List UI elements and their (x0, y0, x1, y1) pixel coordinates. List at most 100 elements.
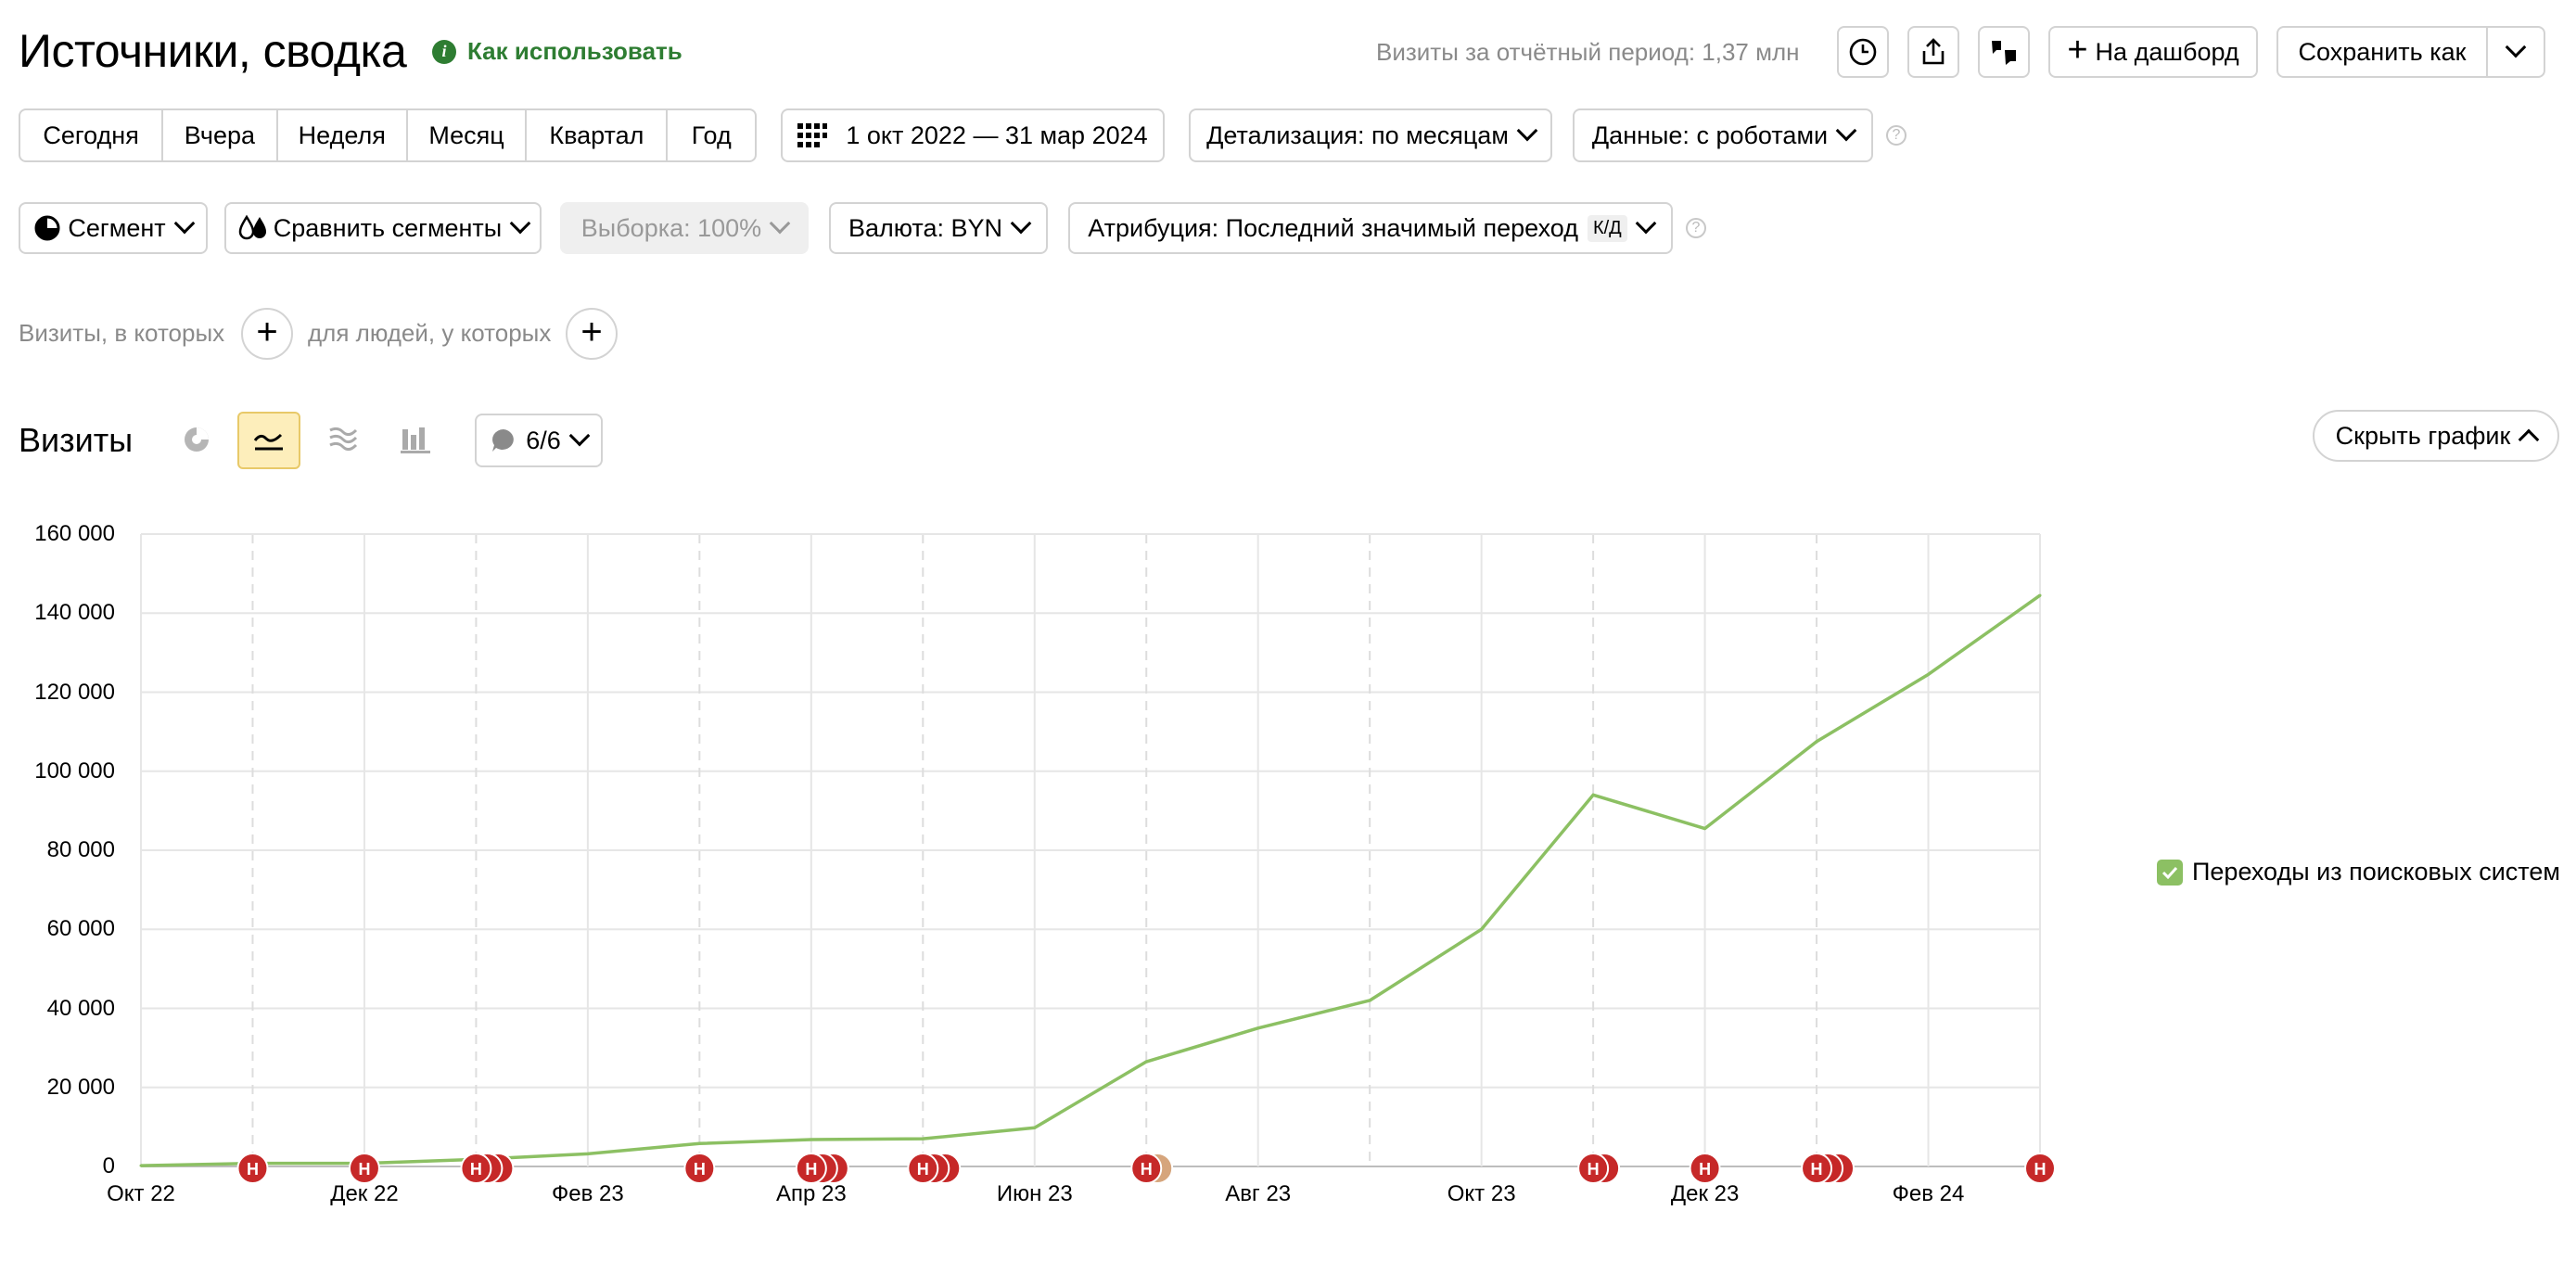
annotation-marker (348, 1153, 380, 1184)
hide-chart-label: Скрыть график (2335, 421, 2511, 450)
data-point (921, 1137, 925, 1140)
chart-title: Визиты (19, 421, 134, 459)
chevron-down-icon (568, 425, 591, 447)
data-point (2038, 593, 2042, 597)
annotation-marker-label: Н (1699, 1160, 1711, 1179)
annotation-marker-label: Н (1811, 1160, 1823, 1179)
save-as-label: Сохранить как (2298, 37, 2467, 66)
pie-chart-toggle[interactable] (174, 412, 219, 467)
data-point (1480, 927, 1484, 931)
data-point (1927, 672, 1931, 676)
save-as-button[interactable]: Сохранить как (2276, 26, 2488, 78)
annotation-marker-label: Н (917, 1160, 929, 1179)
line-chart-toggle[interactable] (237, 412, 300, 469)
tab-today[interactable]: Сегодня (20, 110, 164, 160)
drops-icon (238, 214, 266, 240)
help-icon[interactable]: ? (1886, 125, 1906, 146)
tab-month[interactable]: Месяц (408, 110, 528, 160)
compare-segments-dropdown[interactable]: Сравнить сегменты (224, 202, 542, 254)
segment-dropdown[interactable]: Сегмент (19, 202, 208, 254)
add-people-filter-button[interactable]: + (566, 308, 618, 360)
annotation-marker (683, 1153, 716, 1184)
stacked-area-icon (329, 427, 358, 452)
history-button[interactable] (1837, 26, 1889, 78)
x-tick-label: Апр 23 (775, 1181, 847, 1206)
area-chart-toggle[interactable] (321, 412, 365, 467)
annotation-marker (2024, 1153, 2056, 1184)
data-filter-label: Данные: с роботами (1591, 121, 1829, 149)
data-point (586, 1152, 590, 1155)
info-icon: i (432, 39, 456, 64)
x-tick-label: Дек 22 (330, 1181, 399, 1206)
tab-week[interactable]: Неделя (278, 110, 408, 160)
attribution-dropdown[interactable]: Атрибуция: Последний значимый переход К/… (1068, 202, 1673, 254)
column-chart-toggle[interactable] (393, 412, 438, 467)
how-to-use-label: Как использовать (467, 37, 682, 65)
annotations-count: 6/6 (526, 426, 561, 454)
help-icon[interactable]: ? (1686, 218, 1706, 238)
check-icon (2162, 866, 2178, 879)
x-tick-label: Окт 22 (107, 1181, 175, 1206)
share-button[interactable] (1907, 26, 1959, 78)
segment-label: Сегмент (68, 213, 166, 242)
legend-item[interactable]: Переходы из поисковых систем (2157, 858, 2560, 886)
stacked-columns-icon (401, 427, 430, 453)
save-as-menu-button[interactable] (2486, 26, 2545, 78)
annotation-marker (907, 1153, 939, 1184)
line-chart-icon (253, 433, 283, 451)
hide-chart-button[interactable]: Скрыть график (2313, 410, 2559, 462)
y-tick-label: 80 000 (46, 837, 115, 862)
data-filter-dropdown[interactable]: Данные: с роботами (1573, 108, 1873, 162)
pie-chart-icon (185, 427, 209, 452)
tab-yesterday[interactable]: Вчера (163, 110, 278, 160)
tab-quarter[interactable]: Квартал (527, 110, 669, 160)
annotation-marker (1130, 1153, 1163, 1184)
plus-icon: + (256, 312, 278, 352)
x-tick-label: Дек 23 (1670, 1181, 1740, 1206)
annotation-marker (795, 1153, 827, 1184)
people-filter-label: для людей, у которых (308, 319, 552, 347)
date-range-picker[interactable]: 1 окт 2022 — 31 мар 2024 (781, 108, 1165, 162)
add-to-dashboard-button[interactable]: + На дашборд (2048, 26, 2258, 78)
data-point (1815, 740, 1818, 744)
annotations-dropdown[interactable]: 6/6 (475, 414, 603, 467)
period-tabs: Сегодня Вчера Неделя Месяц Квартал Год (19, 108, 757, 162)
chevron-down-icon (173, 212, 195, 235)
feedback-button[interactable] (1978, 26, 2030, 78)
currency-dropdown[interactable]: Валюта: BYN (829, 202, 1048, 254)
y-tick-label: 60 000 (46, 916, 115, 942)
chevron-up-icon (2519, 428, 2540, 451)
data-point (1368, 999, 1371, 1002)
pie-segment-icon (34, 215, 60, 241)
y-tick-label: 140 000 (34, 600, 115, 626)
visits-filter-label: Визиты, в которых (19, 319, 225, 347)
y-tick-label: 0 (102, 1153, 115, 1179)
data-point (139, 1164, 143, 1167)
chevron-down-icon (769, 212, 791, 235)
clock-icon (1849, 38, 1877, 66)
detail-dropdown[interactable]: Детализация: по месяцам (1189, 108, 1552, 162)
legend-checkbox[interactable] (2157, 859, 2183, 886)
sample-label: Выборка: 100% (580, 213, 762, 242)
x-tick-label: Июн 23 (996, 1181, 1073, 1206)
sample-dropdown: Выборка: 100% (560, 202, 809, 254)
plus-icon: + (580, 312, 603, 352)
attribution-badge: К/Д (1587, 214, 1627, 242)
thumbs-icon (1992, 41, 2016, 65)
detail-label: Детализация: по месяцам (1206, 121, 1509, 149)
x-tick-label: Окт 23 (1447, 1181, 1516, 1206)
how-to-use-link[interactable]: i Как использовать (432, 37, 682, 66)
y-tick-label: 160 000 (34, 521, 115, 546)
annotation-marker-label: Н (247, 1160, 259, 1179)
tab-year[interactable]: Год (691, 121, 732, 149)
data-point (697, 1141, 701, 1145)
data-point (1591, 793, 1595, 796)
chevron-down-icon (1835, 120, 1857, 142)
x-tick-label: Фев 23 (552, 1181, 624, 1206)
add-visits-filter-button[interactable]: + (241, 308, 293, 360)
chevron-down-icon (1516, 120, 1538, 142)
annotation-marker (236, 1153, 269, 1184)
data-point (1703, 827, 1707, 831)
annotation-marker-label: Н (1588, 1160, 1600, 1179)
